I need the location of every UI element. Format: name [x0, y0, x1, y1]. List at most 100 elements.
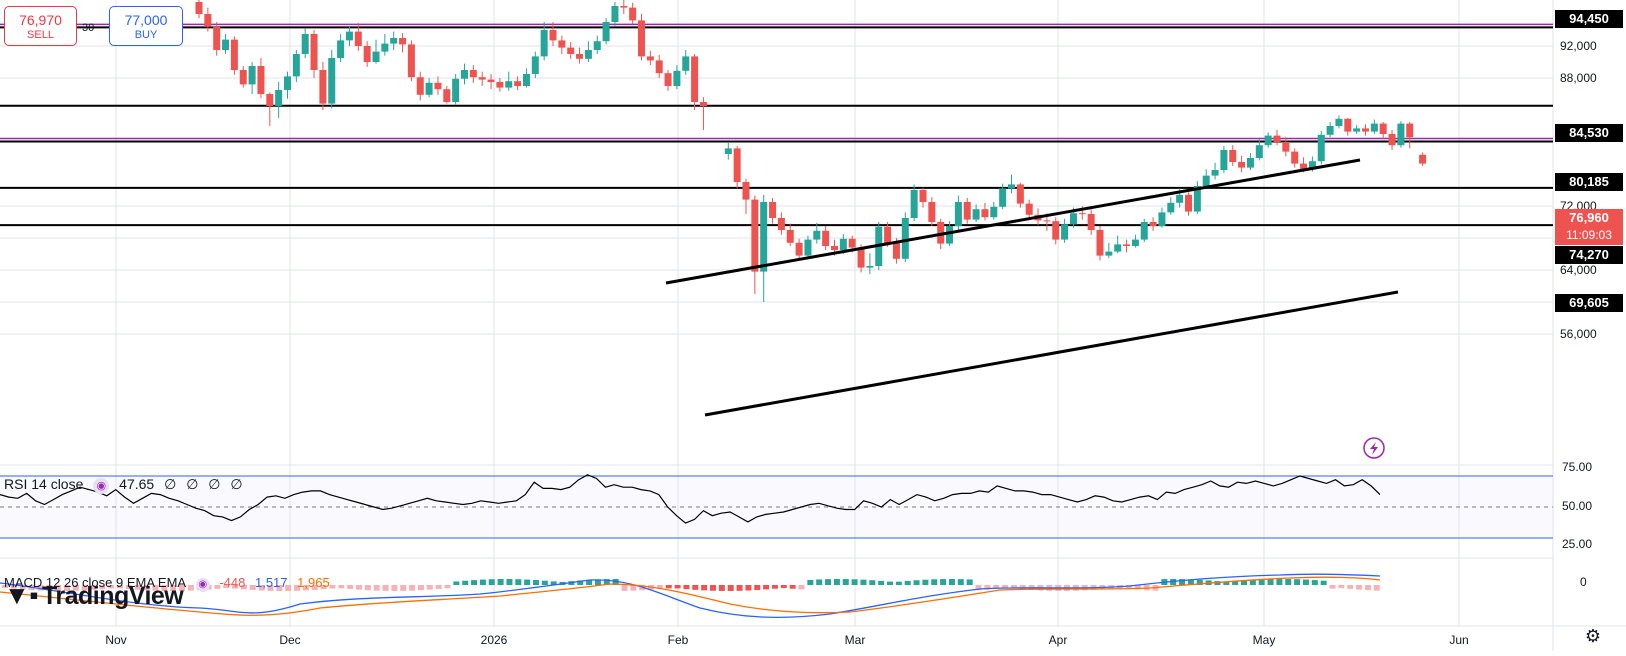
candle-body: [319, 70, 327, 104]
eye-icon[interactable]: ◉: [93, 478, 110, 494]
rsi-scale-50: 50.00: [1562, 499, 1593, 513]
time-tick-label: Apr: [1049, 633, 1068, 647]
candle-body: [954, 202, 962, 226]
macd-hist-bar: [701, 585, 708, 591]
macd-hist-bar: [1002, 585, 1009, 589]
candle-body: [1282, 142, 1290, 152]
candle-body: [372, 51, 380, 62]
candle-body: [1087, 214, 1095, 230]
candle-body: [724, 148, 732, 154]
candle-body: [248, 66, 256, 85]
macd-hist-bar: [940, 579, 947, 585]
macd-legend[interactable]: MACD 12 26 close 9 EMA EMA ◉ -448 1,517 …: [4, 575, 336, 592]
candle-body: [990, 206, 998, 218]
candle-body: [540, 30, 548, 57]
candle-body: [531, 56, 539, 74]
candle-body: [1353, 128, 1361, 132]
macd-hist-bar: [524, 579, 531, 585]
macd-hist-bar: [364, 585, 371, 591]
macd-hist-bar: [922, 579, 929, 585]
candle-body: [593, 41, 601, 50]
candle-body: [928, 202, 936, 222]
sell-label: SELL: [27, 29, 54, 41]
eye-icon[interactable]: ◉: [195, 578, 210, 592]
channel-upper-line[interactable]: [665, 158, 1361, 285]
macd-hist-bar: [99, 585, 106, 590]
candle-body: [257, 66, 265, 94]
macd-hist-bar: [134, 585, 141, 590]
candle-body: [1300, 163, 1308, 170]
macd-hist-bar: [656, 585, 663, 590]
rsi-extra: ∅: [230, 476, 243, 492]
rsi-line[interactable]: [0, 474, 1381, 524]
candle-body: [839, 238, 847, 250]
candle-body: [910, 190, 918, 218]
price-tick-label: 64,000: [1560, 263, 1597, 277]
candle-body: [804, 239, 812, 256]
macd-hist-bar: [851, 579, 858, 585]
level-badge-84530[interactable]: 84,530: [1555, 124, 1623, 142]
macd-hist-bar: [170, 585, 177, 591]
macd-signal-line[interactable]: [0, 576, 1381, 616]
level-badge-94450[interactable]: 94,450: [1555, 10, 1623, 28]
level-badge-80185[interactable]: 80,185: [1555, 173, 1623, 191]
sell-button[interactable]: 76,970 SELL: [4, 6, 77, 46]
macd-hist-bar: [479, 579, 486, 585]
level-badge-74270[interactable]: 74,270: [1555, 246, 1623, 264]
candle-body: [769, 202, 777, 218]
candle-body: [514, 81, 522, 86]
macd-hist-bar: [1285, 579, 1292, 585]
macd-hist-bar: [240, 585, 247, 590]
macd-hist-bar: [798, 585, 805, 590]
candle-body: [425, 82, 433, 95]
candle-body: [1202, 175, 1210, 186]
macd-hist-bar: [471, 580, 478, 585]
macd-hist-bar: [594, 579, 601, 585]
macd-hist-bar: [249, 585, 256, 590]
candle-body: [1326, 126, 1334, 135]
rsi-extra: ∅: [208, 476, 221, 492]
buy-button[interactable]: 77,000 BUY: [109, 6, 183, 46]
candle-body: [742, 182, 750, 200]
macd-hist-value: -448: [219, 575, 246, 590]
candle-body: [664, 73, 672, 86]
level-badge-69605[interactable]: 69,605: [1555, 294, 1623, 312]
macd-hist-bar: [143, 585, 150, 591]
candle-body: [892, 242, 900, 259]
time-axis[interactable]: Nov Dec 2026 Feb Mar Apr May Jun: [105, 633, 1468, 647]
macd-hist-bar: [1347, 585, 1354, 589]
channel-lower-line[interactable]: [704, 290, 1399, 417]
current-price-badge[interactable]: 76,960 11:09:03: [1555, 209, 1623, 245]
horizontal-levels[interactable]: [0, 23, 1553, 227]
watermark-text: TradingView: [41, 582, 184, 610]
candle-body: [963, 202, 971, 220]
candle-body: [301, 34, 309, 54]
price-scale[interactable]: 92,00088,00072,00068,00064,00060,00056,0…: [1560, 39, 1597, 341]
macd-hist-bar: [1338, 585, 1345, 589]
candle-body: [691, 56, 699, 102]
macd-hist-bar: [763, 585, 770, 590]
macd-hist-bar: [1364, 585, 1371, 591]
macd-hist-bar: [1196, 579, 1203, 585]
macd-hist-bar: [179, 585, 185, 591]
macd-hist-bar: [46, 585, 53, 591]
candle-body: [1419, 154, 1427, 164]
macd-hist-bar: [19, 585, 26, 590]
macd-hist-bar: [1329, 585, 1336, 589]
candle-body: [1229, 150, 1237, 162]
rsi-legend[interactable]: RSI 14 close ◉ 47.65 ∅ ∅ ∅ ∅: [4, 476, 249, 494]
macd-hist-bar: [311, 585, 318, 590]
candle-body: [1193, 186, 1201, 212]
macd-hist-bar: [745, 585, 752, 591]
candle-body: [1379, 123, 1387, 134]
macd-hist-bar: [426, 585, 433, 590]
candle-body: [284, 76, 291, 90]
lightning-icon[interactable]: [1363, 437, 1385, 459]
macd-line[interactable]: [0, 573, 1381, 618]
gear-icon[interactable]: ⚙: [1584, 626, 1602, 646]
macd-hist-bar: [55, 585, 62, 591]
macd-hist-bar: [267, 585, 274, 591]
macd-hist-bar: [683, 585, 690, 590]
